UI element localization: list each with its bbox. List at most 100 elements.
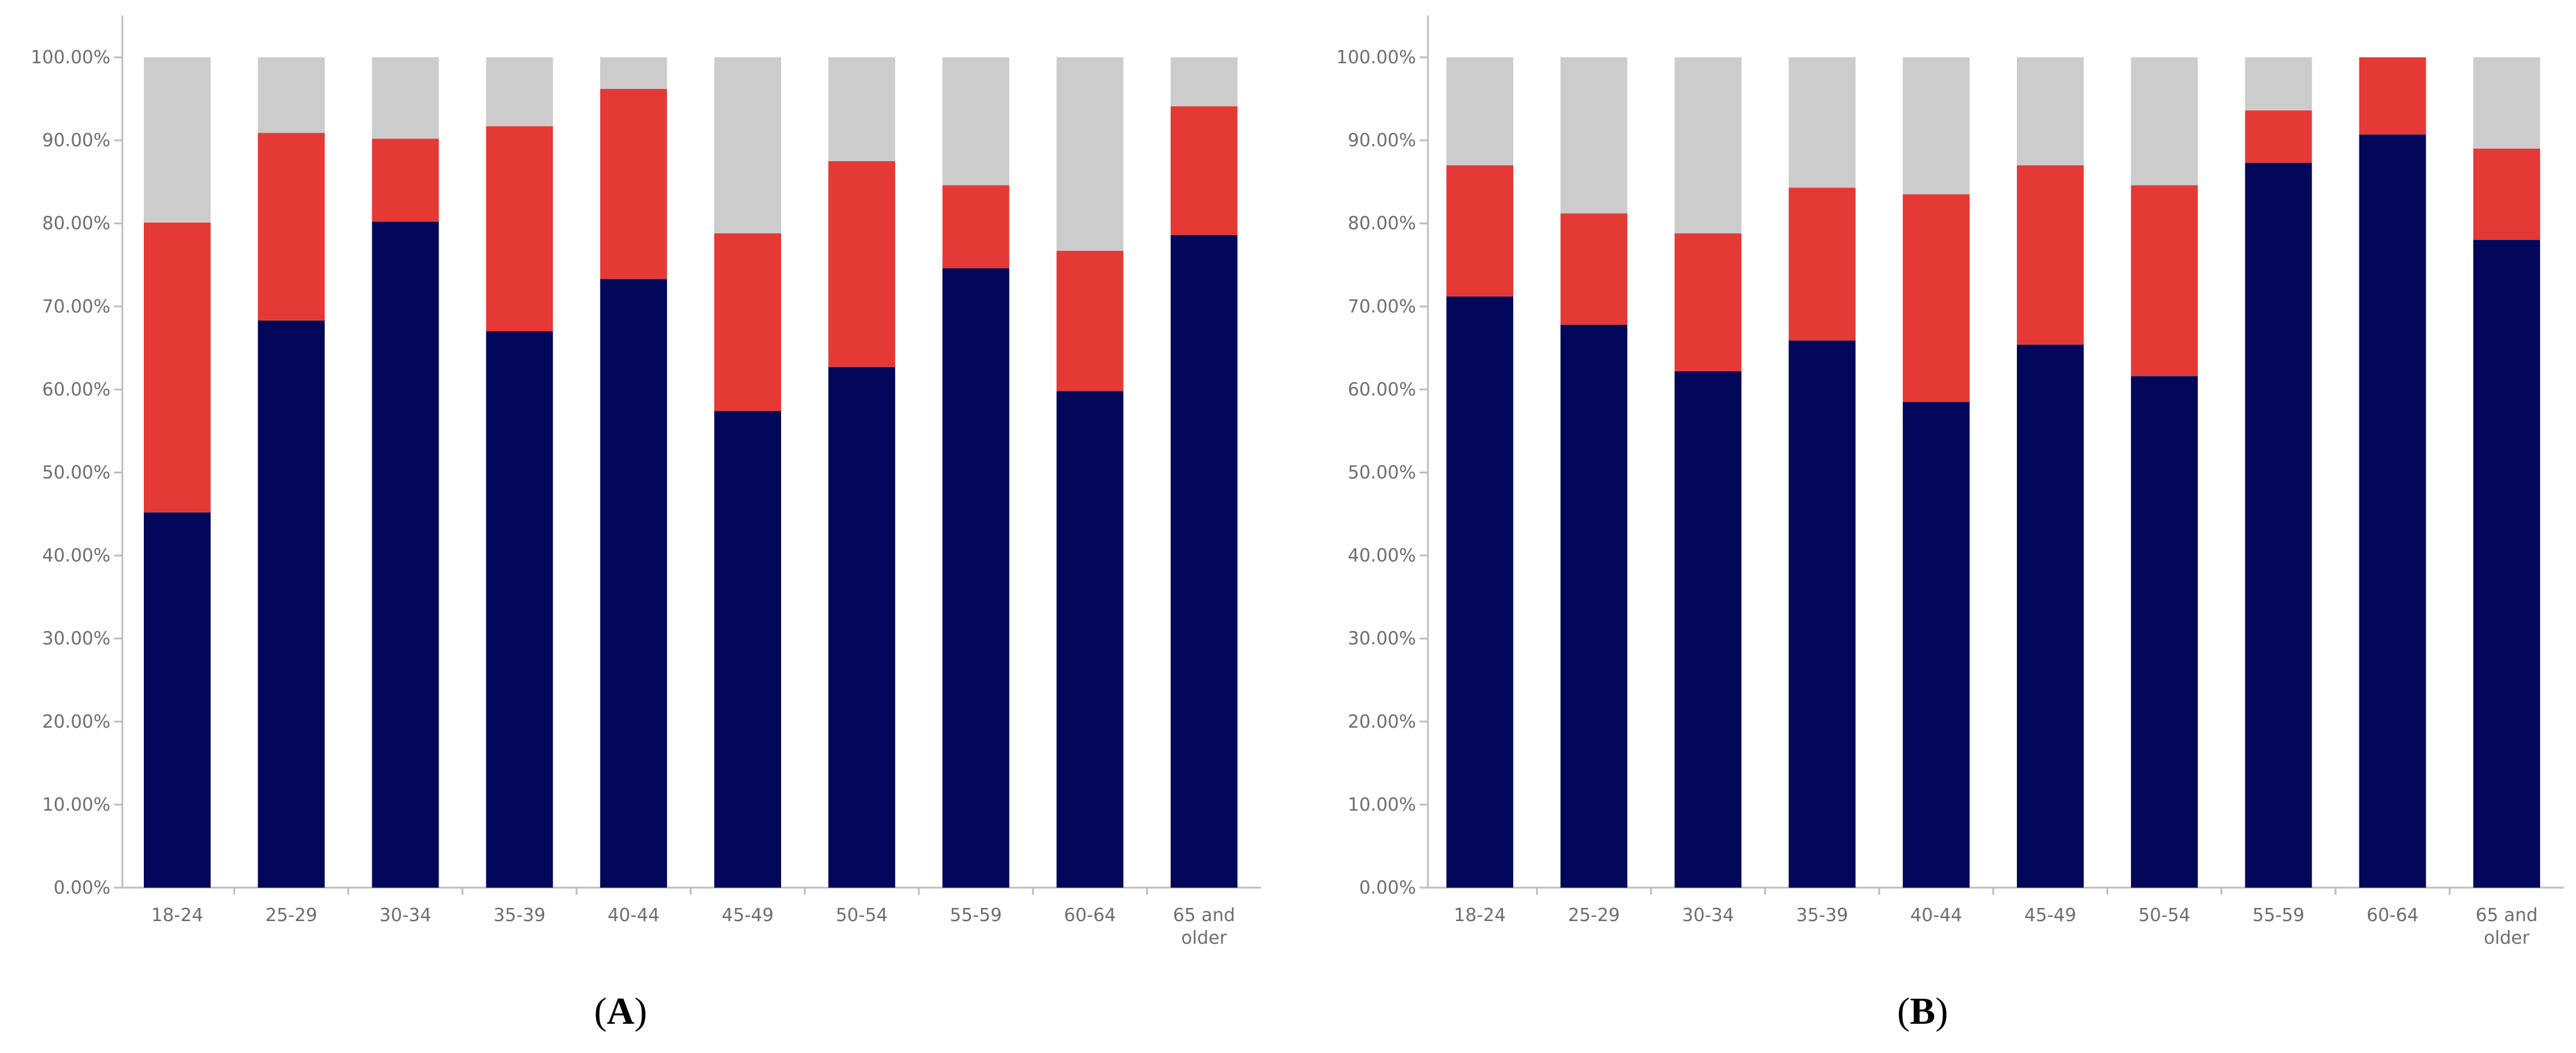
bar-b-bottom-1 — [1446, 296, 1513, 888]
bar-a-bottom-10 — [1170, 235, 1238, 888]
bar-b-top-6 — [2017, 57, 2084, 165]
y-tick-label: 50.00% — [42, 463, 110, 484]
bar-b-top-5 — [1902, 57, 1970, 195]
bar-a-top-8 — [942, 57, 1010, 186]
bar-a-bottom-7 — [828, 367, 896, 888]
y-tick-label: 30.00% — [1348, 629, 1416, 649]
bar-a-bottom-1 — [144, 512, 211, 888]
y-tick-label: 0.00% — [54, 878, 110, 898]
y-tick-label: 70.00% — [1348, 296, 1416, 317]
bar-b-top-10 — [2473, 57, 2540, 149]
x-tick-label: 65 and older — [2476, 905, 2538, 949]
bar-b-middle-7 — [2131, 185, 2198, 377]
bar-a-middle-5 — [600, 88, 667, 279]
bar-b-middle-1 — [1446, 165, 1513, 297]
bar-a-middle-7 — [828, 161, 896, 367]
panel-label-b: (B) — [1897, 990, 1948, 1032]
y-tick-label: 100.00% — [1337, 47, 1416, 68]
bar-b-middle-5 — [1902, 194, 1970, 402]
x-tick-label: 65 and older — [1173, 905, 1235, 949]
bar-b-middle-3 — [1674, 233, 1742, 371]
bar-a-bottom-2 — [258, 320, 325, 888]
bar-a-top-10 — [1170, 57, 1238, 107]
y-tick-label: 20.00% — [42, 712, 110, 732]
y-tick-label: 0.00% — [1359, 878, 1416, 898]
bar-a-middle-9 — [1056, 251, 1124, 392]
panel-label-a-letter: A — [607, 990, 634, 1032]
bar-a-top-6 — [714, 57, 781, 233]
bar-b-bottom-3 — [1674, 371, 1742, 888]
bar-b-middle-2 — [1560, 213, 1628, 325]
bar-a-top-9 — [1056, 57, 1124, 251]
bar-a-middle-4 — [486, 126, 553, 332]
x-tick-label: 18-24 — [1454, 905, 1506, 926]
bar-b-bottom-9 — [2359, 134, 2426, 888]
bar-b-top-7 — [2131, 57, 2198, 186]
x-tick-label: 45-49 — [2024, 905, 2076, 926]
bar-a-bottom-8 — [942, 268, 1010, 888]
panel-a-chart: 0.00% 10.00% 20.00% 30.00% 40.00% 50.00% 60.00… — [31, 16, 1261, 949]
bar-a-middle-2 — [258, 133, 325, 321]
x-tick-label: 50-54 — [836, 905, 888, 926]
bar-b-top-2 — [1560, 57, 1628, 214]
bar-b-top-1 — [1446, 57, 1513, 165]
bar-b-bottom-7 — [2131, 376, 2198, 888]
x-tick-label: 45-49 — [721, 905, 773, 926]
bar-b-top-8 — [2245, 57, 2312, 111]
panel-b-chart: 0.00% 10.00% 20.00% 30.00% 40.00% 50.00% 60.00… — [1337, 16, 2564, 949]
y-tick-label: 10.00% — [42, 795, 110, 815]
x-tick-label: 25-29 — [1568, 905, 1620, 926]
bar-b-middle-10 — [2473, 149, 2540, 241]
x-tick-label: 55-59 — [2253, 905, 2304, 926]
bar-b-bottom-4 — [1788, 340, 1856, 888]
x-tick-label: 60-64 — [2367, 905, 2418, 926]
y-tick-label: 70.00% — [42, 296, 110, 317]
bar-b-bottom-6 — [2017, 344, 2084, 888]
bar-b-middle-6 — [2017, 165, 2084, 345]
x-tick-label: 60-64 — [1064, 905, 1116, 926]
bar-a-bottom-6 — [714, 411, 781, 888]
y-tick-label: 10.00% — [1348, 795, 1416, 815]
bar-a-middle-8 — [942, 185, 1010, 269]
x-tick-label: 35-39 — [1796, 905, 1848, 926]
y-tick-label: 20.00% — [1348, 712, 1416, 732]
bar-b-bottom-8 — [2245, 162, 2312, 888]
bar-b-top-3 — [1674, 57, 1742, 233]
x-tick-label: 18-24 — [151, 905, 203, 926]
bar-a-top-7 — [828, 57, 896, 161]
bar-a-top-5 — [600, 57, 667, 89]
bar-a-bottom-9 — [1056, 391, 1124, 888]
panel-label-a: (A) — [594, 990, 647, 1032]
bar-a-middle-10 — [1170, 106, 1238, 235]
y-tick-label: 90.00% — [1348, 130, 1416, 151]
bar-b-bottom-2 — [1560, 324, 1628, 888]
bar-b-middle-4 — [1788, 187, 1856, 341]
bar-a-middle-3 — [372, 138, 439, 222]
y-tick-label: 30.00% — [42, 629, 110, 649]
bar-b-bottom-10 — [2473, 240, 2540, 888]
y-tick-label: 100.00% — [31, 47, 110, 68]
x-tick-label: 50-54 — [2139, 905, 2191, 926]
bar-a-bottom-5 — [600, 279, 667, 888]
y-tick-label: 40.00% — [42, 546, 110, 566]
bar-a-bottom-4 — [486, 331, 553, 888]
x-tick-label: 35-39 — [493, 905, 545, 926]
x-tick-label: 30-34 — [380, 905, 431, 926]
bar-a-bottom-3 — [372, 221, 439, 888]
x-tick-label: 30-34 — [1682, 905, 1734, 926]
y-tick-label: 60.00% — [42, 379, 110, 400]
y-tick-label: 60.00% — [1348, 379, 1416, 400]
y-tick-label: 90.00% — [42, 130, 110, 151]
bar-a-top-4 — [486, 57, 553, 127]
y-tick-label: 40.00% — [1348, 546, 1416, 566]
bar-b-middle-8 — [2245, 110, 2312, 163]
x-tick-label: 40-44 — [1910, 905, 1962, 926]
bar-b-middle-9 — [2359, 57, 2426, 135]
x-tick-label: 25-29 — [266, 905, 317, 926]
bar-a-middle-1 — [144, 222, 211, 513]
bar-a-top-1 — [144, 57, 211, 223]
y-tick-label: 80.00% — [1348, 213, 1416, 234]
bar-b-top-4 — [1788, 57, 1856, 188]
x-tick-label: 40-44 — [607, 905, 659, 926]
